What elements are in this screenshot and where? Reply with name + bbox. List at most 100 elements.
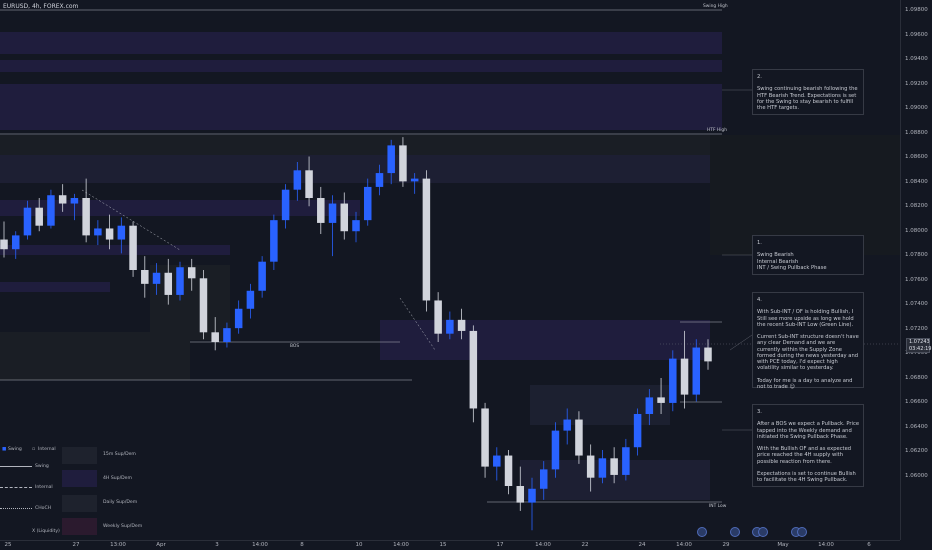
- candle-body: [141, 270, 149, 284]
- price-axis[interactable]: 1.09800 1.09600 1.09400 1.09200 1.09000 1.088…: [900, 0, 932, 540]
- time-tick: 6: [867, 542, 871, 548]
- candle-body: [47, 195, 55, 226]
- time-tick: 24: [638, 542, 646, 548]
- bar-countdown: 03:42:19: [909, 346, 932, 352]
- price-tick: 1.09600: [905, 31, 928, 38]
- candle-body: [70, 198, 79, 204]
- candle-body: [352, 220, 360, 232]
- price-tick: 1.09000: [905, 105, 928, 111]
- legend-liquidity-label: X (Liquidity): [32, 529, 60, 534]
- note-1[interactable]: 1. Swing Bearish Internal Bearish INT / …: [752, 235, 864, 275]
- price-tick: 1.08200: [905, 203, 928, 209]
- candle-body: [446, 319, 454, 334]
- legend-4h-label: 4H Sup/Dem: [103, 476, 132, 481]
- demand-zone: [0, 332, 190, 380]
- symbol-title[interactable]: EURUSD, 4h, FOREX.com: [3, 3, 79, 10]
- supply-zone: [0, 155, 710, 183]
- int-low-label: INT Low: [709, 504, 727, 509]
- time-tick: 15: [439, 542, 447, 548]
- legend-4h-swatch: [62, 470, 97, 487]
- time-tick: 10: [355, 542, 363, 548]
- time-tick: 22: [581, 542, 589, 548]
- time-tick: 14:00: [393, 542, 409, 548]
- candle-body: [457, 319, 466, 331]
- candle-body: [563, 419, 571, 431]
- candle-body: [363, 186, 372, 221]
- htf-high-label: HTF High: [707, 128, 727, 133]
- supply-zone: [380, 320, 710, 360]
- candle-body: [387, 145, 395, 174]
- candle-body: [598, 458, 607, 478]
- time-tick: Apr: [156, 542, 166, 548]
- candle-body: [223, 328, 231, 342]
- candle-body: [633, 414, 642, 448]
- legend-swing-line: [0, 466, 32, 467]
- time-axis[interactable]: 25 27 13:00 Apr 3 14:00 8 10 14:00 15 17 14:00 22 24 1…: [0, 540, 900, 550]
- candle-body: [246, 290, 255, 309]
- candle-body: [481, 408, 489, 467]
- legend-internal-label: Internal: [38, 447, 56, 452]
- candle-body: [375, 173, 384, 187]
- candle-body: [586, 455, 595, 478]
- candles: [0, 137, 712, 531]
- candle-body: [657, 397, 665, 403]
- candle-body: [610, 458, 618, 475]
- news-event-icon[interactable]: [797, 527, 807, 537]
- candle-body: [176, 267, 184, 295]
- time-tick: 25: [4, 542, 12, 548]
- time-tick: 14:00: [252, 542, 268, 548]
- candle-body: [105, 228, 114, 240]
- trend-line: [399, 297, 436, 351]
- candle-body: [622, 447, 630, 475]
- price-tick: 1.09400: [905, 56, 928, 62]
- legend-daily-swatch: [62, 495, 97, 512]
- note-2[interactable]: 2. Swing continuing bearish following th…: [752, 69, 864, 115]
- candle-body: [94, 228, 102, 236]
- price-tick: 1.07000: [905, 350, 928, 356]
- candle-body: [234, 308, 243, 329]
- price-tick: 1.06400: [905, 423, 928, 430]
- note-3[interactable]: 3. After a BOS we expect a Pullback. Pri…: [752, 404, 864, 487]
- legend-weekly-swatch: [62, 518, 97, 535]
- candle-body: [410, 178, 419, 182]
- legend-swing-label: Swing: [8, 447, 22, 452]
- time-tick: 29: [722, 542, 730, 548]
- note-connector: [729, 334, 753, 351]
- candle-body: [469, 330, 478, 409]
- chart-area[interactable]: EURUSD, 4h, FOREX.com Swing High HTF Hig…: [0, 0, 900, 540]
- news-event-icon[interactable]: [758, 527, 768, 537]
- time-tick: May: [777, 542, 789, 548]
- candle-body: [399, 145, 407, 182]
- supply-zone: [0, 32, 722, 54]
- candle-body: [328, 203, 337, 223]
- legend-internal-line-label: Internal: [35, 485, 53, 490]
- legend-15m-swatch: [62, 447, 97, 464]
- candle-body: [58, 195, 67, 204]
- time-tick: 13:00: [110, 542, 126, 548]
- candle-body: [434, 300, 442, 334]
- legend-internal-marker-icon: ▫: [32, 447, 36, 452]
- candle-body: [270, 220, 278, 262]
- candle-body: [199, 278, 208, 333]
- note-4[interactable]: 4. With Sub-INT / OF is holding Bullish,…: [752, 292, 864, 390]
- news-event-icon[interactable]: [697, 527, 707, 537]
- candle-body: [0, 239, 8, 250]
- candle-body: [340, 203, 349, 232]
- price-tick: 1.07400: [905, 301, 928, 307]
- current-price-tag: 1.07243 03:42:19: [906, 338, 932, 353]
- time-tick: 14:00: [818, 542, 834, 548]
- candle-body: [152, 272, 161, 284]
- legend-swing-line-label: Swing: [35, 464, 49, 469]
- candle-body: [164, 272, 173, 295]
- price-tick: 1.08000: [905, 227, 928, 234]
- price-tick: 1.06200: [905, 448, 928, 454]
- supply-zone: [0, 245, 230, 255]
- candle-body: [305, 170, 313, 198]
- legend-choch-label: CHoCH: [35, 506, 52, 511]
- candle-body: [692, 347, 701, 395]
- supply-zone: [0, 60, 722, 72]
- legend-internal-line: [0, 487, 32, 488]
- supply-zone: [0, 282, 110, 292]
- news-event-icon[interactable]: [730, 527, 740, 537]
- candle-body: [575, 419, 583, 456]
